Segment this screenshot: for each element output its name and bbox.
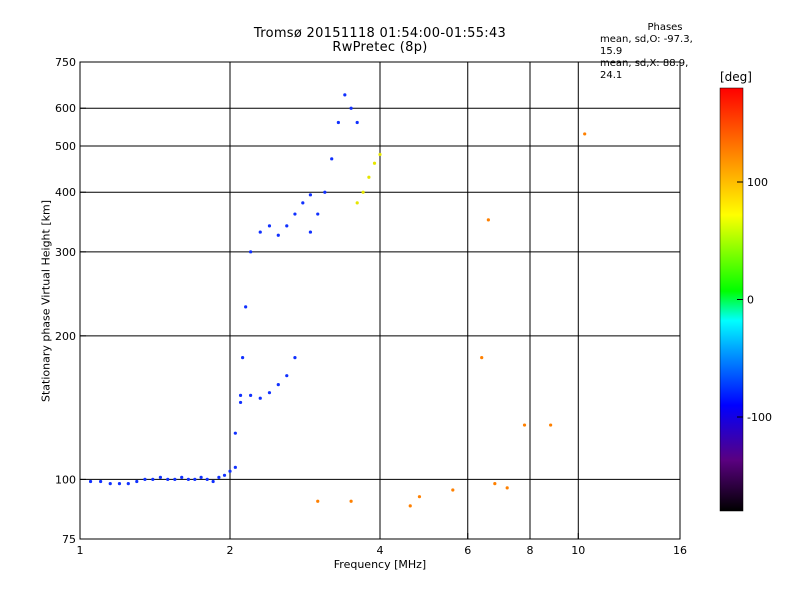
data-point (372, 161, 377, 165)
scatter-points (88, 93, 587, 508)
data-point (316, 499, 320, 503)
data-point (151, 477, 155, 482)
data-point (355, 201, 359, 205)
x-tick-label: 1 (77, 544, 84, 557)
data-point (267, 391, 272, 395)
data-point (505, 486, 509, 490)
x-axis-ticks: 1 2 4 6 8 10 16 (77, 533, 687, 557)
phases-line-x: mean, sd,X: 88.9, 24.1 (600, 58, 689, 81)
data-point (233, 465, 237, 469)
data-point (238, 400, 243, 405)
data-point (349, 106, 353, 110)
y-tick-label: 500 (55, 140, 76, 153)
data-point (276, 383, 280, 387)
colorbar-tick-label: 100 (747, 176, 768, 189)
data-point (285, 224, 289, 228)
data-point (173, 477, 177, 482)
data-point (549, 423, 553, 427)
data-point (408, 504, 412, 508)
data-point (308, 193, 313, 197)
chart-subtitle: RwPretec (8p) (332, 40, 428, 55)
data-point (336, 120, 340, 125)
data-point (126, 481, 130, 486)
data-point (99, 479, 103, 484)
data-point (244, 305, 248, 309)
colorbar-unit: [deg] (720, 70, 752, 84)
data-point (217, 475, 221, 479)
y-tick-label: 300 (55, 246, 76, 259)
y-tick-label: 600 (55, 102, 76, 115)
data-point (301, 201, 305, 205)
data-point (199, 475, 203, 479)
y-tick-label: 750 (55, 56, 76, 69)
y-axis-ticks: 75 100 200 300 400 500 600 750 (55, 56, 86, 546)
data-point (583, 132, 587, 136)
colorbar-tick-label: -100 (747, 411, 772, 424)
phases-line-o: mean, sd,O: -97.3, 15.9 (600, 34, 693, 57)
data-point (323, 190, 327, 194)
data-point (166, 477, 170, 482)
data-point (233, 431, 237, 435)
data-point (117, 481, 122, 486)
data-point (378, 152, 382, 157)
data-point (293, 212, 297, 216)
data-point (211, 479, 215, 484)
data-point (308, 230, 313, 234)
data-point (143, 477, 147, 482)
data-point (316, 212, 320, 216)
x-tick-label: 2 (227, 544, 234, 557)
data-point (486, 218, 490, 222)
x-axis-label: Frequency [MHz] (333, 558, 427, 571)
data-point (228, 469, 232, 473)
data-point (249, 393, 253, 398)
data-point (522, 423, 527, 427)
data-point (361, 190, 365, 194)
data-point (330, 157, 334, 161)
data-point (222, 473, 227, 477)
y-tick-label: 400 (55, 186, 76, 199)
data-point (193, 477, 197, 482)
data-point (88, 479, 93, 484)
data-point (249, 250, 253, 254)
y-tick-label: 75 (62, 533, 76, 546)
data-point (417, 495, 422, 499)
y-tick-label: 100 (55, 473, 76, 486)
grid-lines (80, 62, 680, 539)
data-point (135, 479, 139, 484)
colorbar-tick-label: 0 (747, 294, 754, 307)
data-point (355, 120, 359, 125)
data-point (267, 224, 272, 228)
data-point (205, 477, 209, 482)
x-tick-label: 4 (377, 544, 384, 557)
colorbar-ticks: 100 0 -100 (737, 176, 772, 424)
data-point (293, 356, 297, 360)
data-point (158, 475, 163, 479)
y-tick-label: 200 (55, 330, 76, 343)
x-tick-label: 16 (673, 544, 687, 557)
x-tick-label: 8 (527, 544, 534, 557)
data-point (238, 393, 243, 398)
data-point (258, 396, 262, 400)
chart-title: Tromsø 20151118 01:54:00-01:55:43 (253, 26, 507, 41)
data-point (180, 475, 184, 479)
x-tick-label: 6 (464, 544, 471, 557)
y-axis-label: Stationary phase Virtual Height [km] (39, 199, 53, 403)
data-point (285, 374, 289, 378)
data-point (343, 93, 347, 97)
data-point (367, 175, 371, 179)
data-point (451, 488, 455, 492)
x-tick-label: 10 (571, 544, 585, 557)
data-point (493, 481, 497, 486)
data-point (349, 499, 353, 503)
data-point (276, 233, 280, 237)
data-point (480, 356, 484, 360)
data-point (186, 477, 190, 482)
phases-heading: Phases (647, 22, 683, 33)
phases-summary: Phases mean, sd,O: -97.3, 15.9 mean, sd,… (600, 22, 700, 82)
data-point (258, 230, 262, 234)
data-point (241, 356, 245, 360)
data-point (108, 481, 112, 486)
